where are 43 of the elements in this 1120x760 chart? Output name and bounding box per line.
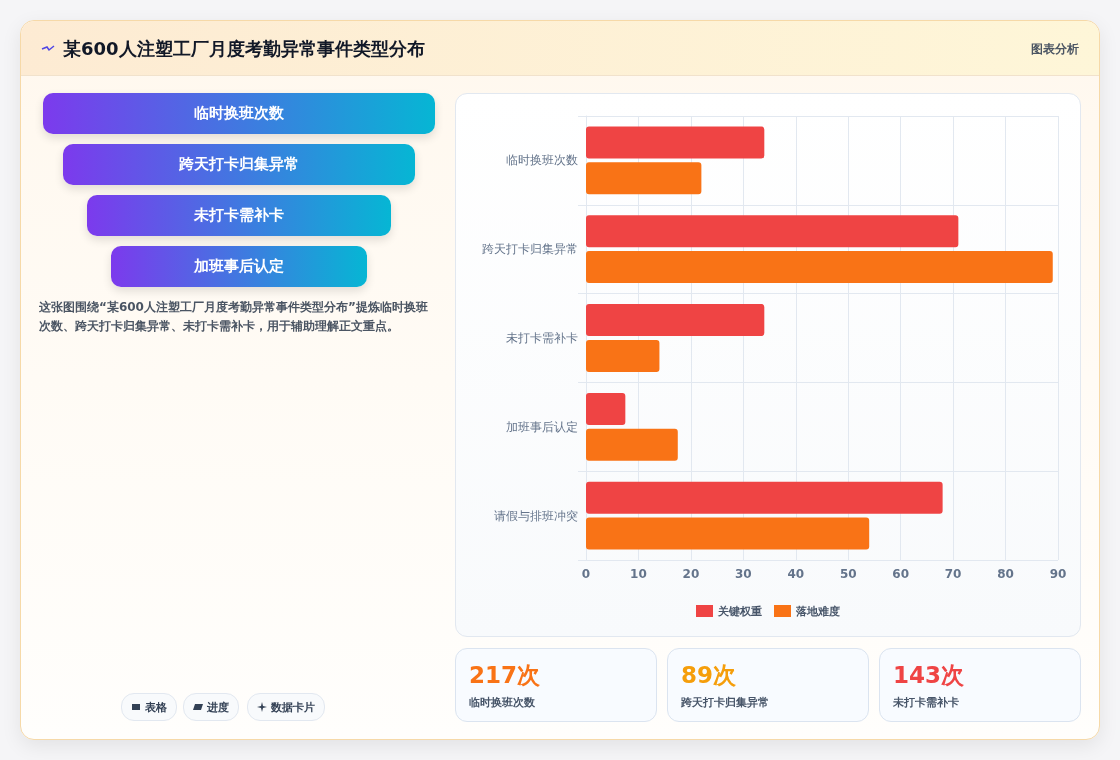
bar xyxy=(586,517,870,550)
text: 临时换班次数 xyxy=(43,93,435,134)
x-tick-label: 30 xyxy=(734,567,752,581)
text: 跨天打卡归集异常 xyxy=(681,695,769,710)
text: 未打卡需补卡 xyxy=(87,195,391,236)
text: 图表分析 xyxy=(1031,41,1079,58)
y-tick-label: 加班事后认定 xyxy=(506,419,578,434)
text: 跨天打卡归集异常 xyxy=(63,144,415,185)
text: 89次 xyxy=(681,661,737,690)
bar xyxy=(586,126,765,159)
text: 217次 xyxy=(469,661,541,690)
legend-label: 关键权重 xyxy=(717,604,762,618)
y-tick-label: 未打卡需补卡 xyxy=(506,331,578,345)
x-tick-label: 40 xyxy=(787,567,805,581)
bar xyxy=(586,251,1053,284)
x-tick-label: 20 xyxy=(682,567,700,581)
x-tick-label: 10 xyxy=(630,567,647,581)
legend-label: 落地难度 xyxy=(795,604,840,618)
x-tick-label: 50 xyxy=(839,567,857,581)
bar xyxy=(586,339,660,372)
x-tick-label: 90 xyxy=(1049,567,1067,581)
bar xyxy=(586,304,765,337)
text: 未打卡需补卡 xyxy=(893,695,959,710)
x-tick-label: 70 xyxy=(944,567,962,581)
bar xyxy=(586,428,678,461)
text: 这张图围绕“某600人注塑工厂月度考勤异常事件类型分布”提炼临时换班次数、跨天打卡归集异常、未打卡需补卡，用于辅助理解正文重点。 xyxy=(39,299,429,335)
text: 表格 xyxy=(145,699,167,715)
text: 进度 xyxy=(207,699,229,715)
text: 数据卡片 xyxy=(271,699,315,715)
text: 临时换班次数 xyxy=(469,695,535,710)
bar xyxy=(586,392,626,425)
bar xyxy=(586,162,702,195)
text: 加班事后认定 xyxy=(111,246,367,287)
y-tick-label: 临时换班次数 xyxy=(506,153,578,168)
x-tick-label: 60 xyxy=(892,567,910,581)
text: 某600人注塑工厂月度考勤异常事件类型分布 xyxy=(63,37,425,61)
bar xyxy=(586,481,943,514)
x-tick-label: 80 xyxy=(997,567,1014,581)
bar xyxy=(586,215,959,248)
text: 143次 xyxy=(893,661,965,690)
y-tick-label: 跨天打卡归集异常 xyxy=(482,242,578,257)
y-tick-label: 请假与排班冲突 xyxy=(494,508,578,523)
x-tick-label: 0 xyxy=(581,567,591,581)
